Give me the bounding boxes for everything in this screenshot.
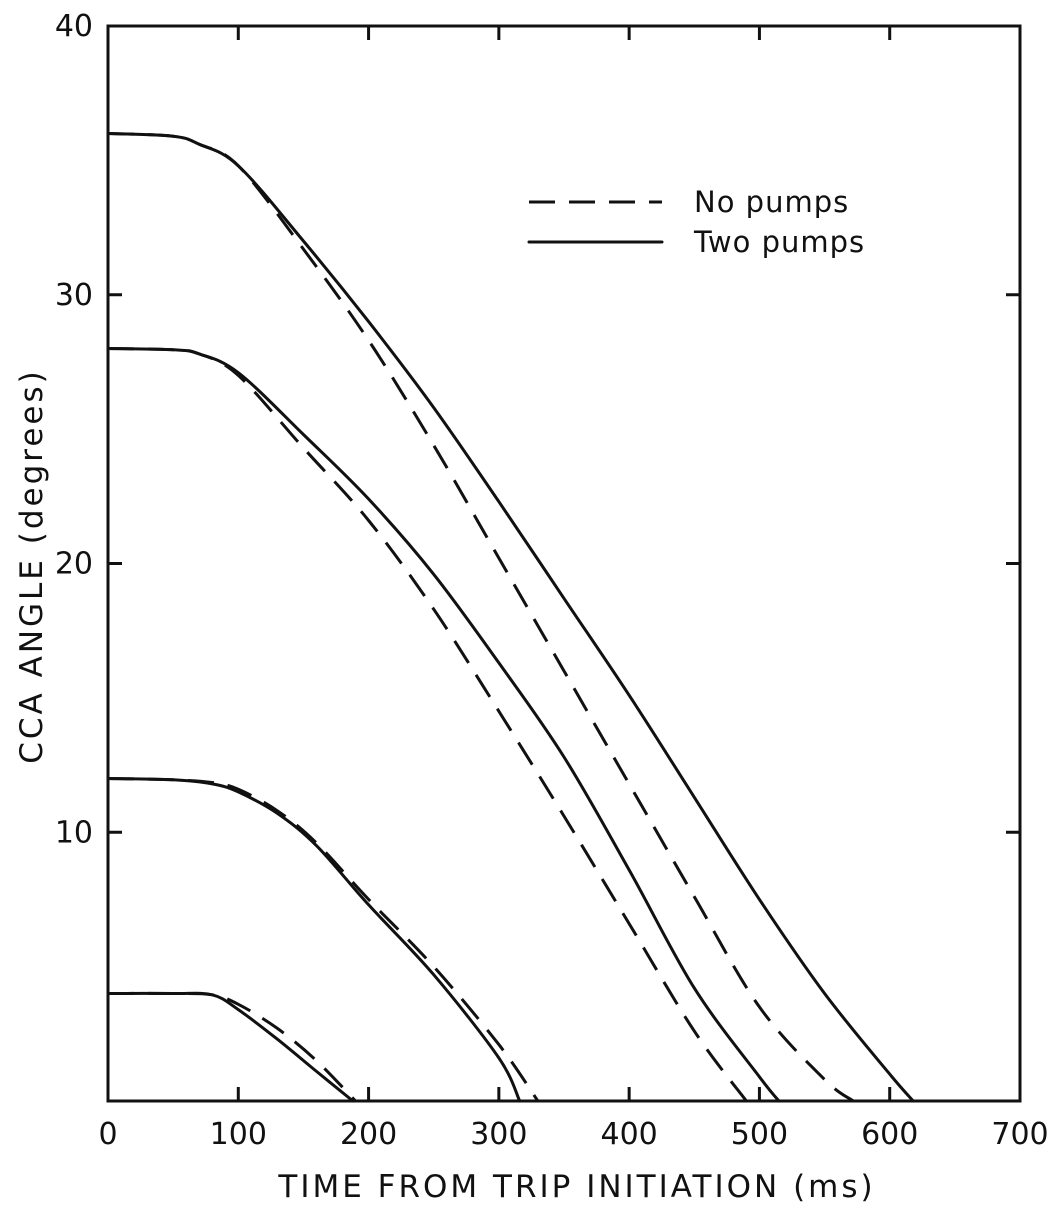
x-tick-label: 600 [861,1117,918,1152]
legend: No pumps Two pumps [527,185,865,259]
x-tick-labels: 0 100 200 300 400 500 600 700 [98,1117,1048,1152]
y-tick-label: 20 [55,547,93,582]
y-axis-title: CCA ANGLE (degrees) [14,368,50,763]
x-tick-label: 200 [340,1117,397,1152]
legend-label: No pumps [694,185,849,219]
y-tick-label: 30 [55,278,93,313]
no-pumps-line-4 [107,347,748,1102]
no-pumps-line-8 [107,991,357,1103]
two-pumps-line-5 [106,777,522,1103]
x-axis-title: TIME FROM TRIP INITIATION (ms) [277,1169,875,1205]
x-tick-label: 100 [210,1117,267,1152]
x-tick-label: 300 [470,1117,527,1152]
plot-frame [106,24,1022,1103]
x-tick-label: 0 [98,1117,117,1152]
legend-label: Two pumps [693,225,865,259]
two-pumps-line-1 [106,132,915,1103]
x-tick-label: 500 [731,1117,788,1152]
x-tick-label: 700 [991,1117,1048,1152]
axis-ticks [108,26,1020,1101]
y-tick-label: 40 [55,9,93,44]
no-pumps-line-2 [107,132,855,1103]
y-tick-labels: 40 30 20 10 [55,9,93,850]
series-group [106,132,915,1103]
y-tick-label: 10 [55,815,93,850]
no-pumps-line-6 [107,777,540,1102]
plot-border [106,24,1022,1103]
x-tick-label: 400 [601,1117,658,1152]
two-pumps-line-7 [106,991,355,1103]
